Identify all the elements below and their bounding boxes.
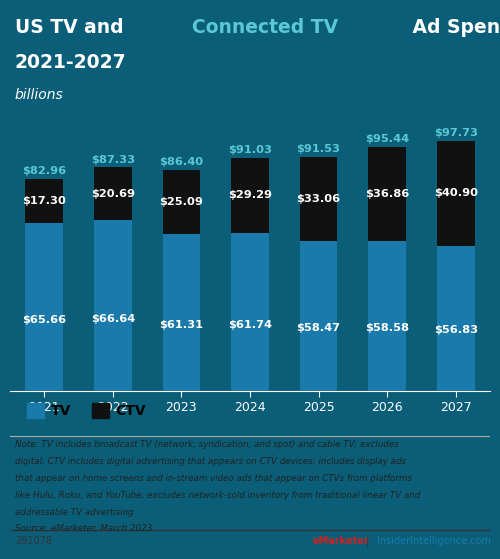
- Text: $33.06: $33.06: [296, 194, 341, 204]
- Bar: [26, 179, 63, 223]
- Text: |: |: [363, 536, 372, 547]
- Text: $61.74: $61.74: [228, 320, 272, 330]
- Bar: [368, 241, 406, 391]
- Bar: [437, 245, 474, 391]
- Text: eMarketer: eMarketer: [312, 536, 369, 546]
- Bar: [300, 241, 338, 391]
- Text: $87.33: $87.33: [91, 155, 135, 165]
- Text: $82.96: $82.96: [22, 166, 66, 176]
- Text: $91.03: $91.03: [228, 145, 272, 155]
- Bar: [437, 141, 474, 245]
- Text: $95.44: $95.44: [365, 134, 409, 144]
- Text: InsiderIntelligence.com: InsiderIntelligence.com: [377, 536, 491, 546]
- Bar: [368, 146, 406, 241]
- Text: $58.58: $58.58: [365, 323, 409, 333]
- Text: $91.53: $91.53: [296, 144, 341, 154]
- Text: $58.47: $58.47: [296, 323, 341, 333]
- Text: $36.86: $36.86: [365, 189, 410, 199]
- Bar: [94, 220, 132, 391]
- Text: Note: TV includes broadcast TV (network, syndication, and spot) and cable TV; ex: Note: TV includes broadcast TV (network,…: [15, 440, 398, 449]
- Text: $40.90: $40.90: [434, 188, 478, 198]
- Text: 281078: 281078: [15, 536, 52, 546]
- Text: $86.40: $86.40: [160, 157, 204, 167]
- Text: $17.30: $17.30: [22, 196, 66, 206]
- Text: Ad Spending: Ad Spending: [406, 18, 500, 37]
- Text: $29.29: $29.29: [228, 191, 272, 201]
- Bar: [231, 158, 269, 233]
- Text: Connected TV: Connected TV: [192, 18, 338, 37]
- Bar: [300, 157, 338, 241]
- Text: Source: eMarketer, March 2023: Source: eMarketer, March 2023: [15, 524, 152, 533]
- Text: digital; CTV includes digital advertising that appears on CTV devices; includes : digital; CTV includes digital advertisin…: [15, 457, 406, 466]
- Text: that appear on home screens and in-stream video ads that appear on CTVs from pla: that appear on home screens and in-strea…: [15, 474, 412, 483]
- Text: $61.31: $61.31: [160, 320, 204, 330]
- Legend: TV, CTV: TV, CTV: [22, 398, 152, 424]
- Text: $65.66: $65.66: [22, 315, 66, 325]
- Text: addressable TV advertising: addressable TV advertising: [15, 508, 134, 517]
- Text: billions: billions: [15, 88, 64, 102]
- Bar: [26, 223, 63, 391]
- Text: $25.09: $25.09: [160, 197, 204, 207]
- Text: US TV and: US TV and: [15, 18, 130, 37]
- Text: 2021-2027: 2021-2027: [15, 53, 126, 72]
- Bar: [94, 168, 132, 220]
- Text: $66.64: $66.64: [90, 314, 135, 324]
- Text: $97.73: $97.73: [434, 128, 478, 138]
- Bar: [231, 233, 269, 391]
- Text: $20.69: $20.69: [91, 189, 135, 199]
- Bar: [162, 234, 200, 391]
- Text: $56.83: $56.83: [434, 325, 478, 335]
- Bar: [162, 170, 200, 234]
- Text: like Hulu, Roku, and YouTube; excludes network-sold inventory from traditional l: like Hulu, Roku, and YouTube; excludes n…: [15, 491, 420, 500]
